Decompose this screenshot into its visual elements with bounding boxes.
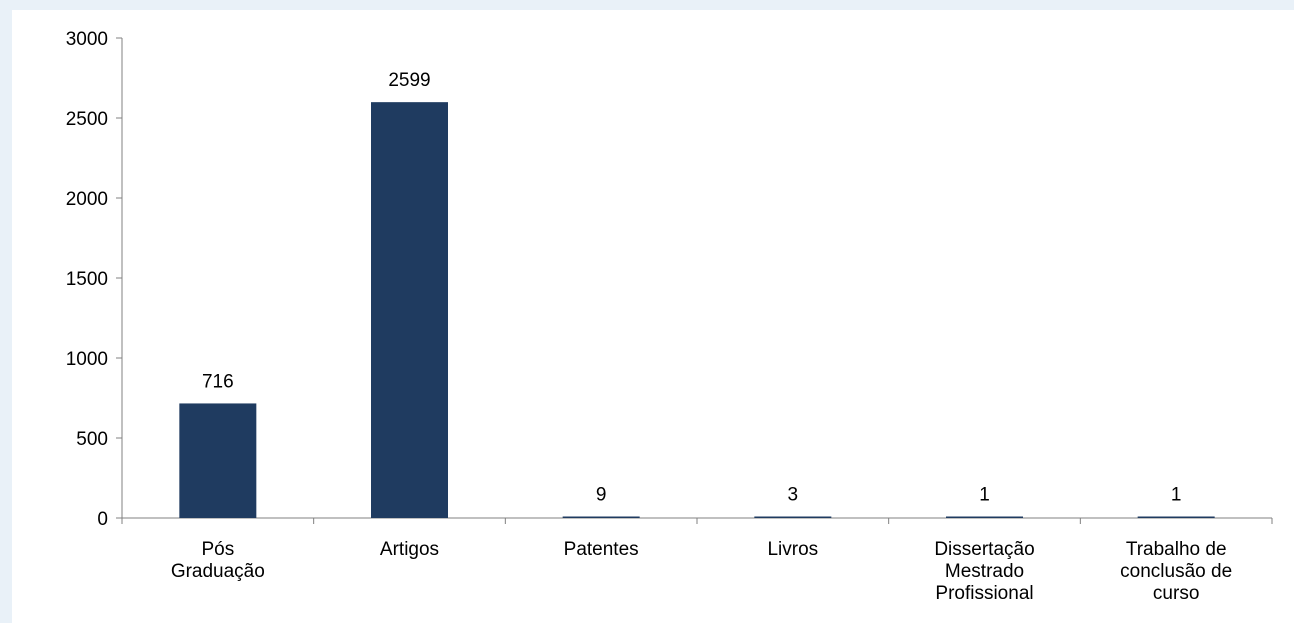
y-tick-label: 1500 [66,269,108,290]
category-label: Trabalho de [1126,539,1227,560]
category-label: Profissional [935,583,1033,604]
y-tick-label: 500 [76,429,108,450]
category-label: Patentes [564,539,639,560]
category-label: Graduação [171,561,265,582]
bar [179,403,257,518]
bars [179,102,1215,518]
data-label: 716 [202,371,234,392]
axes [116,37,1273,524]
category-label: curso [1153,583,1199,604]
y-tick-label: 1000 [66,349,108,370]
y-tick-label: 3000 [66,29,108,50]
data-label: 3 [788,485,799,506]
bar [754,516,832,518]
data-label: 1 [1171,485,1182,506]
category-label: Pós [201,539,234,560]
category-label: Livros [767,539,818,560]
bar [1137,516,1215,518]
category-label: conclusão de [1120,561,1232,582]
bar [562,516,640,518]
y-tick-label: 2500 [66,109,108,130]
bar [946,516,1023,518]
data-label: 2599 [388,70,430,91]
data-label: 1 [979,485,990,506]
data-label: 9 [596,485,607,506]
bar [371,102,448,518]
category-label: Mestrado [945,561,1024,582]
y-tick-label: 0 [97,509,108,530]
category-label: Artigos [380,539,439,560]
category-label: Dissertação [934,539,1034,560]
y-tick-label: 2000 [66,189,108,210]
